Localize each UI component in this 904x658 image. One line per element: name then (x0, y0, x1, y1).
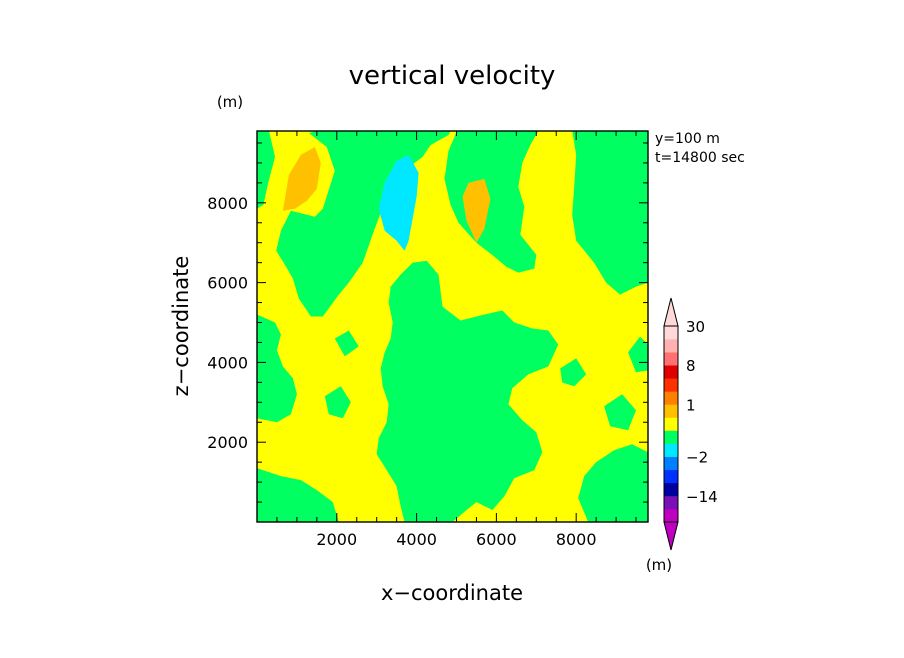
colorbar-swatch (664, 456, 678, 471)
colorbar-tick-label: −14 (686, 488, 718, 506)
colorbar-swatch (664, 391, 678, 405)
colorbar-frame (663, 325, 679, 523)
annotation-y: y=100 m (655, 131, 720, 147)
contour-region-green-5 (257, 468, 339, 522)
contour-region-green-13 (480, 462, 507, 487)
x-tick-label: 6000 (476, 530, 517, 549)
annotation-t: t=14800 sec (655, 150, 745, 166)
contour-region-green-10 (604, 394, 636, 431)
contour-region-orange-0 (282, 147, 321, 211)
contour-region-orange-1 (462, 178, 491, 243)
colorbar-swatch (664, 508, 678, 523)
colorbar-under-arrow (663, 521, 679, 551)
colorbar-swatch (664, 339, 678, 353)
colorbar: 30 8 1 −2 −14 (663, 297, 718, 551)
x-tick-label: 2000 (316, 530, 357, 549)
contour-region-green-12 (334, 330, 359, 357)
colorbar-swatch (664, 469, 678, 484)
contour-region-green-14 (432, 422, 457, 447)
plot-frame (256, 130, 649, 523)
colorbar-swatch (664, 430, 678, 444)
colorbar-swatch (664, 404, 678, 418)
y-axis-label: z−coordinate (169, 256, 193, 397)
colorbar-tick-label: −2 (686, 449, 708, 467)
colorbar-swatch (664, 352, 678, 366)
plot-area (257, 131, 648, 522)
contour-regions (257, 131, 648, 522)
colorbar-swatch (664, 417, 678, 431)
colorbar-tick-label: 8 (686, 357, 696, 375)
colorbar-tick-label: 1 (686, 396, 696, 414)
colorbar-swatch (664, 482, 678, 497)
y-tick-label: 6000 (207, 274, 248, 293)
chart-title: vertical velocity (349, 61, 556, 91)
colorbar-swatch (664, 365, 678, 379)
x-tick-label: 8000 (556, 530, 597, 549)
contour-region-green-9 (560, 358, 587, 387)
contour-region-green-1 (276, 131, 451, 317)
y-tick-label: 8000 (207, 194, 248, 213)
x-tick-label: 4000 (396, 530, 437, 549)
contour-region-green-11 (628, 336, 648, 373)
colorbar-swatch (664, 495, 678, 510)
contour-region-green-6 (257, 314, 297, 423)
colorbar-swatch (664, 443, 678, 457)
y-unit-label: (m) (217, 93, 243, 111)
colorbar-unit-label: (m) (646, 556, 672, 574)
colorbar-swatch (664, 326, 678, 340)
y-tick-label: 4000 (207, 353, 248, 372)
y-tick-label: 2000 (207, 433, 248, 452)
colorbar-tick-label: 30 (686, 318, 705, 336)
contour-region-cyan-0 (378, 154, 419, 251)
axis-ticks: 2000 4000 6000 8000 2000 4000 6000 8000 (207, 131, 648, 549)
colorbar-swatch (664, 378, 678, 392)
contour-region-green-4 (376, 260, 559, 522)
contour-region-green-8 (324, 386, 351, 419)
contour-region-green-0 (257, 131, 275, 209)
contour-region-green-2 (444, 131, 539, 273)
colorbar-over-arrow (663, 297, 679, 327)
x-axis-label: x−coordinate (381, 581, 523, 605)
contour-region-green-7 (578, 444, 648, 522)
contour-region-green-3 (572, 131, 648, 295)
